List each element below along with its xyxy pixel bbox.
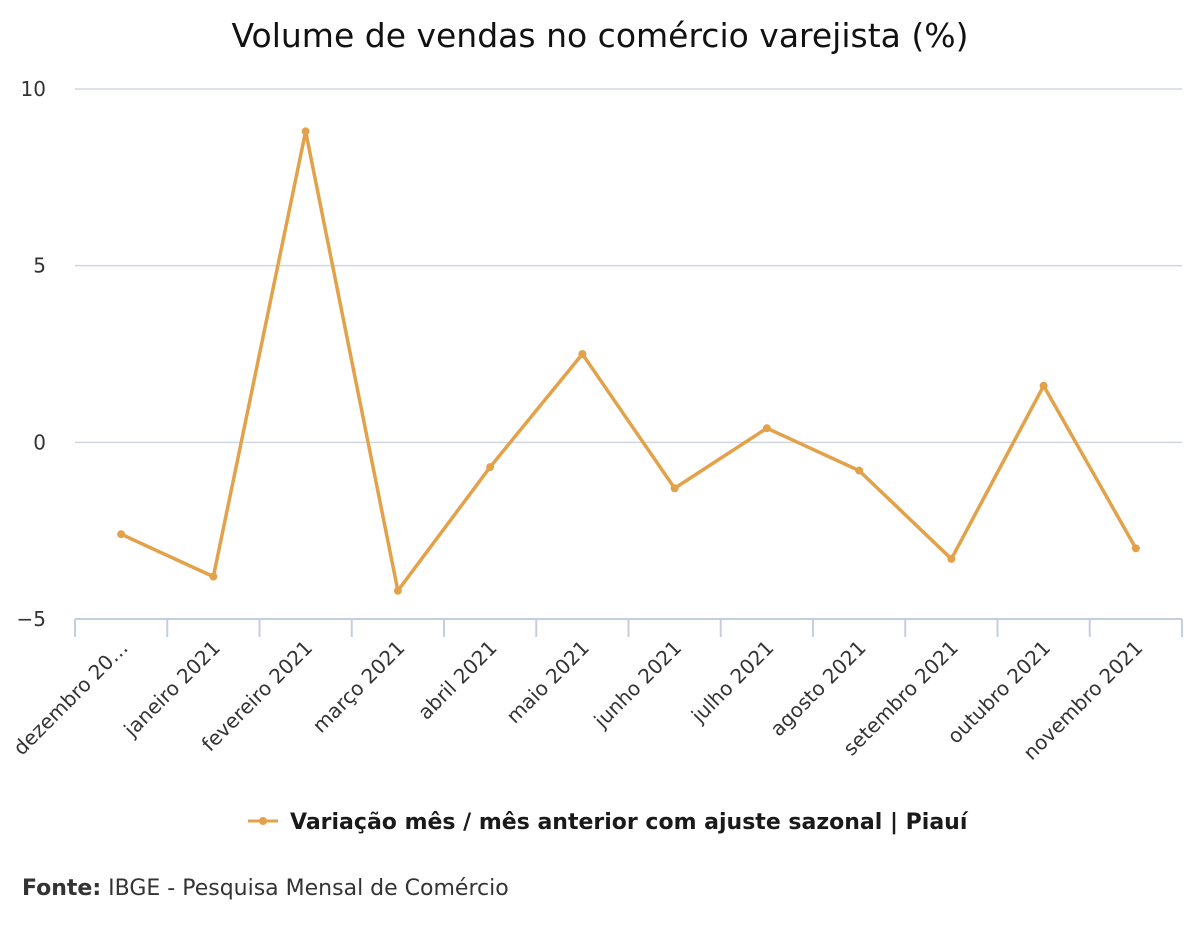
series-layer [117,127,1140,595]
x-tick-label: abril 2021 [413,636,502,725]
data-point[interactable] [486,463,495,472]
data-point[interactable] [1039,381,1048,390]
x-tick-label: julho 2021 [686,636,779,729]
series-line [120,129,1138,593]
y-tick-label: 10 [21,77,46,101]
source-note: Fonte: IBGE - Pesquisa Mensal de Comérci… [22,876,509,901]
y-tick-label: −5 [17,607,46,631]
x-tick-label: dezembro 20… [8,636,132,760]
x-tick-label: maio 2021 [501,636,593,728]
x-tick-label: agosto 2021 [765,636,870,741]
data-point[interactable] [209,572,218,581]
data-point[interactable] [762,424,771,433]
data-point[interactable] [301,127,310,136]
data-point[interactable] [117,530,126,539]
data-point[interactable] [855,466,864,475]
chart-title: Volume de vendas no comércio varejista (… [232,16,969,55]
y-tick-label: 5 [33,254,46,278]
legend[interactable]: Variação mês / mês anterior com ajuste s… [248,810,969,835]
legend-marker [259,817,267,825]
legend-label: Variação mês / mês anterior com ajuste s… [290,810,969,835]
data-point[interactable] [578,350,587,358]
data-point[interactable] [947,554,956,563]
data-point[interactable] [1131,544,1140,553]
y-tick-label: 0 [33,430,46,454]
x-tick-label: junho 2021 [589,636,687,734]
data-point[interactable] [393,586,402,595]
source-label: Fonte: [22,876,102,901]
gridlines [75,88,1182,444]
x-tick-label: março 2021 [308,636,410,738]
data-point[interactable] [670,484,679,493]
source-text: IBGE - Pesquisa Mensal de Comércio [108,876,509,901]
y-axis-ticks: 10 5 0 −5 [17,77,46,631]
